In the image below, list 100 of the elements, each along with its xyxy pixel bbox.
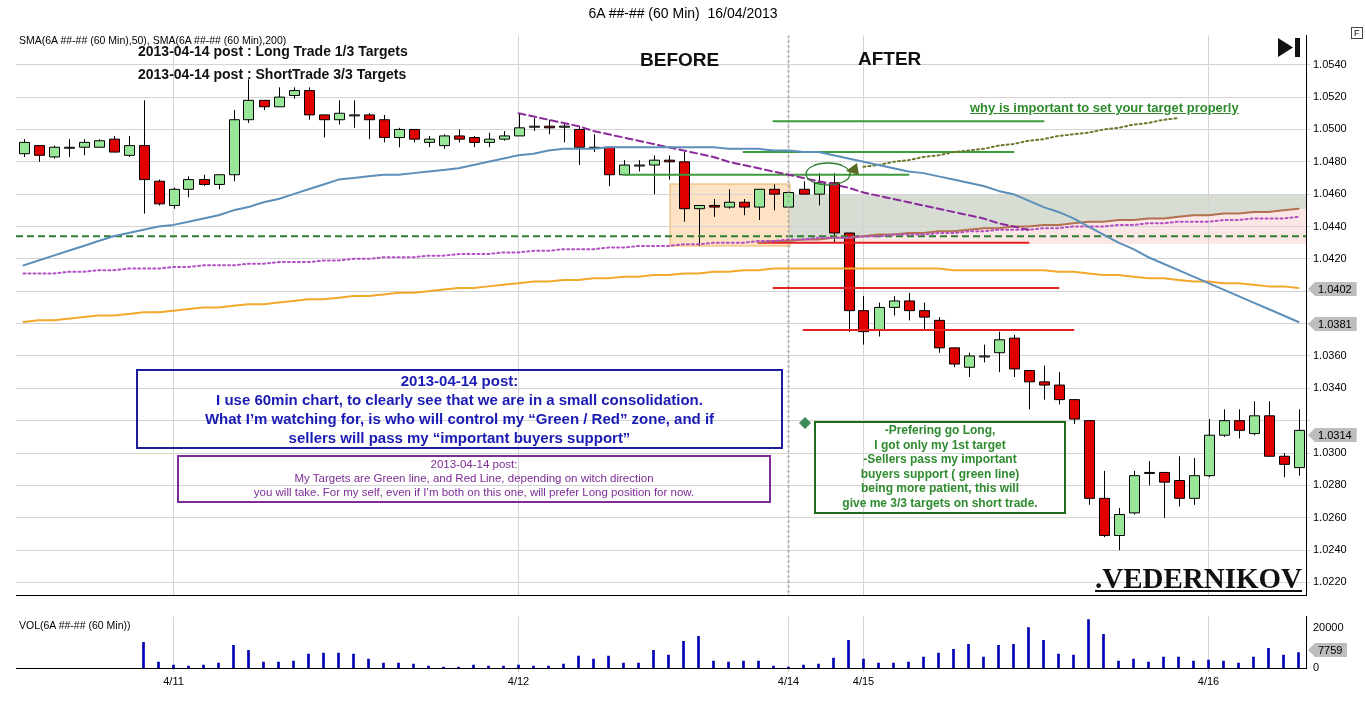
bar (967, 643, 970, 668)
bar (487, 665, 490, 668)
bar (1252, 656, 1255, 668)
candlestick (949, 347, 960, 368)
bar (202, 664, 205, 668)
bar (667, 654, 670, 668)
bar (1027, 627, 1030, 668)
bar (1072, 654, 1075, 668)
text: 7759 (1308, 643, 1348, 657)
bar (937, 652, 940, 668)
bar (607, 655, 610, 668)
annotation: 2013-04-14 post : ShortTrade 3/3 Targets (138, 66, 407, 82)
bar (982, 656, 985, 668)
bar (907, 661, 910, 668)
bar (247, 649, 250, 668)
bar (862, 658, 865, 668)
y-tick-label: 1.0220 (1313, 575, 1347, 588)
y-tick-label: 20000 (1313, 621, 1344, 634)
bar (622, 662, 625, 668)
annotation: .VEDERNIKOV (1095, 562, 1303, 595)
y-tick-label: 1.0500 (1313, 122, 1347, 135)
bar (1042, 639, 1045, 668)
y-tick-label: 1.0340 (1313, 381, 1347, 394)
text: 1.0314 (1308, 428, 1357, 442)
x-tick-label: 4/12 (507, 674, 530, 687)
bar (217, 662, 220, 668)
bar (382, 662, 385, 668)
bar (367, 658, 370, 668)
bar (757, 660, 760, 668)
candlestick (919, 302, 930, 331)
bar (802, 664, 805, 668)
bar (997, 644, 1000, 668)
candlestick (1189, 457, 1200, 506)
y-tick-label: 1.0300 (1313, 446, 1347, 459)
bar (772, 665, 775, 668)
bar (352, 653, 355, 668)
x-tick-label: 4/11 (163, 674, 184, 687)
bar (562, 663, 565, 668)
y-tick-label: 1.0540 (1313, 57, 1347, 70)
bar (502, 665, 505, 668)
candlestick (183, 175, 194, 198)
candlestick (964, 352, 975, 378)
bar (187, 665, 190, 668)
bar (322, 652, 325, 668)
bar (547, 665, 550, 668)
bar (1237, 662, 1240, 668)
y-tick-label: 1.0420 (1313, 251, 1347, 264)
annotation: AFTER (858, 48, 922, 70)
annotation: 2013-04-14 post: I use 60min chart, to clearly see that we are in a small consolidation. What I’m watching for, is who will control my “Green / Red” zone, and if sellers will pass my “important buyers support” (136, 369, 783, 449)
bar (832, 657, 835, 668)
bar (577, 655, 580, 668)
bar (412, 663, 415, 668)
candlestick (124, 135, 135, 158)
bar (1087, 619, 1090, 668)
bar (727, 661, 730, 668)
y-tick-label: 1.0240 (1313, 543, 1347, 556)
candlestick (1069, 399, 1080, 425)
bar (1267, 647, 1270, 668)
bar (517, 664, 520, 668)
x-tick-label: 4/16 (1197, 674, 1220, 687)
bar (1192, 660, 1195, 668)
candlestick (814, 172, 825, 206)
bar (952, 648, 955, 668)
bar (232, 644, 235, 668)
bar (592, 658, 595, 668)
bar (472, 664, 475, 668)
bar (712, 660, 715, 668)
bar (877, 662, 880, 668)
chart-title: 6A ##-## (60 Min) 16/04/2013 (587, 5, 779, 21)
annotation: why is important to set your target properly (970, 100, 1239, 115)
bar (1057, 653, 1060, 668)
bar (142, 641, 145, 668)
y-tick-label: 1.0280 (1313, 478, 1347, 491)
bar (532, 665, 535, 668)
bar (172, 664, 175, 668)
bar (697, 636, 700, 668)
bar (652, 649, 655, 668)
bar (427, 665, 430, 668)
bar (682, 640, 685, 668)
line-series (862, 117, 1180, 168)
y-tick-label: 1.0440 (1313, 219, 1347, 232)
annotation: -Prefering go Long, I got only my 1st target -Sellers pass my important buyers support ( green line) being more patient, this will give me 3/3 targets on short trade. (814, 421, 1066, 514)
bar (1162, 656, 1165, 668)
bar (262, 661, 265, 668)
candlestick (1234, 408, 1245, 439)
annotation: 2013-04-14 post: My Targets are Green line, and Red Line, depending on witch direction you will take. For my self, even if I’m both on this one, will prefer Long position for now. (177, 455, 771, 503)
bar (277, 661, 280, 668)
bar (397, 662, 400, 668)
bar (817, 663, 820, 668)
y-tick-label: 1.0480 (1313, 154, 1347, 167)
annotation: BEFORE (640, 49, 720, 71)
chart-title: VOL(6A ##-## (60 Min)) (19, 619, 131, 631)
text: 1.0402 (1308, 282, 1357, 296)
bar (892, 662, 895, 668)
candlestick (1039, 365, 1050, 401)
bar (1282, 654, 1285, 668)
bar (1222, 660, 1225, 668)
y-tick-label: 1.0360 (1313, 348, 1347, 361)
text: 1.0381 (1308, 317, 1357, 331)
y-tick-label: 1.0520 (1313, 90, 1347, 103)
